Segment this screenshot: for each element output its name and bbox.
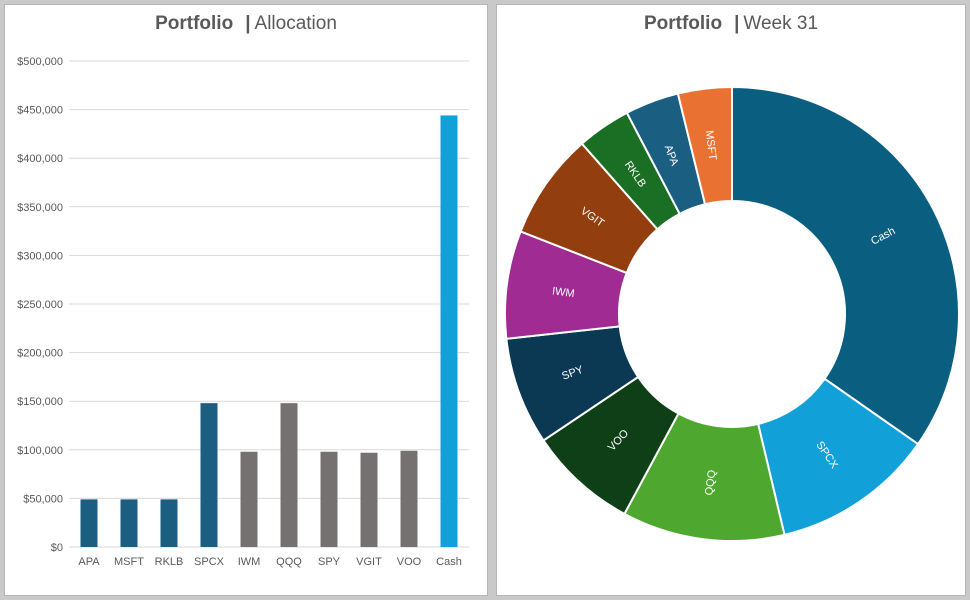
y-tick-label: $400,000 — [17, 153, 63, 165]
slice-cash — [731, 85, 960, 446]
slice-msft — [676, 85, 733, 206]
bar-iwm — [240, 451, 258, 547]
y-tick-label: $0 — [51, 542, 63, 554]
x-tick-label: SPCX — [194, 556, 225, 568]
bar-apa — [80, 499, 98, 547]
bar-msft — [120, 499, 138, 547]
x-tick-label: APA — [78, 556, 100, 568]
x-tick-label: VOO — [397, 556, 422, 568]
allocation-chart-title: Portfolio | Allocation — [155, 13, 337, 34]
y-tick-label: $250,000 — [17, 299, 63, 311]
y-tick-label: $50,000 — [23, 493, 63, 505]
allocation-chart-panel: Portfolio | Allocation $0 $50,000 $100,000 $1… — [4, 4, 488, 596]
y-tick-label: $350,000 — [17, 202, 63, 214]
slice-label: IWM — [551, 285, 575, 300]
y-tick-label: $100,000 — [17, 445, 63, 457]
x-tick-label: IWM — [238, 556, 261, 568]
y-tick-label: $500,000 — [17, 56, 63, 68]
bar-cash — [440, 115, 458, 547]
y-tick-label: $150,000 — [17, 396, 63, 408]
x-tick-label: VGIT — [356, 556, 382, 568]
bar-vgit — [360, 452, 378, 547]
y-tick-label: $300,000 — [17, 250, 63, 262]
bar-voo — [400, 450, 418, 547]
y-tick-label: $200,000 — [17, 348, 63, 360]
x-tick-label: RKLB — [155, 556, 184, 568]
slice-label: MSFT — [703, 130, 719, 161]
bar-qqq — [280, 403, 298, 547]
x-tick-label: QQQ — [276, 556, 302, 568]
week-chart-title: Portfolio | Week 31 — [643, 13, 819, 34]
slice-label: QQQ — [703, 469, 718, 496]
x-tick-label: MSFT — [114, 556, 144, 568]
x-tick-label: SPY — [318, 556, 341, 568]
bar-rklb — [160, 499, 178, 547]
bar-spcx — [200, 403, 218, 547]
bar-spy — [320, 451, 338, 547]
x-tick-label: Cash — [436, 556, 462, 568]
week-chart-panel: Portfolio | Week 31 Cash SPCX QQQ VOO SPY IWM VG… — [496, 4, 966, 596]
y-tick-label: $450,000 — [17, 105, 63, 117]
allocation-bar-chart: $0 $50,000 $100,000 $150,000 $200,000 $250,00… — [17, 56, 469, 568]
